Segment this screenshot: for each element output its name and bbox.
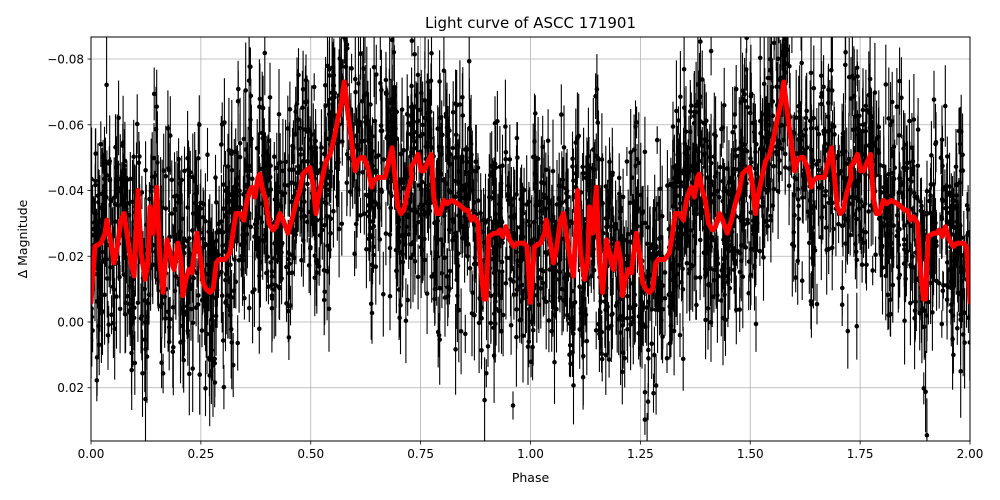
x-axis-ticks: 0.00 0.25 0.50 0.75 1.00 1.25 1.50 1.75 2.00 [78,441,984,461]
x-tick-label: 1.00 [517,447,544,461]
binned-mean-curve [91,79,970,305]
x-axis-label: Phase [512,470,550,485]
x-tick-label: 1.50 [737,447,764,461]
y-tick-label: 0.02 [57,381,84,395]
y-tick-label: −0.02 [47,250,84,264]
x-tick-label: 2.00 [957,447,984,461]
y-tick-label: −0.08 [47,53,84,67]
x-tick-label: 1.75 [847,447,874,461]
y-axis-label: Δ Magnitude [15,199,30,278]
chart-title: Light curve of ASCC 171901 [425,14,636,32]
y-tick-label: −0.06 [47,118,84,132]
x-tick-label: 1.25 [627,447,654,461]
x-tick-label: 0.25 [188,447,215,461]
x-tick-label: 0.75 [407,447,434,461]
y-tick-label: −0.04 [47,184,84,198]
x-tick-label: 0.50 [297,447,324,461]
x-tick-label: 0.00 [78,447,105,461]
y-axis-ticks: −0.08 −0.06 −0.04 −0.02 0.00 0.02 [47,53,91,395]
y-tick-label: 0.00 [57,316,84,330]
